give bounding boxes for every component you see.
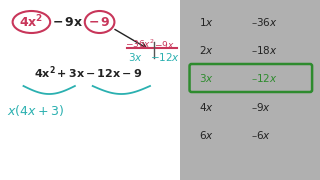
Text: $2x$: $2x$ (199, 44, 214, 56)
Text: $-36x^2$: $-36x^2$ (125, 38, 155, 50)
Text: $-9x$: $-9x$ (155, 39, 175, 50)
Polygon shape (157, 0, 320, 180)
Text: $\mathbf{4x^2}$: $\mathbf{4x^2}$ (19, 14, 44, 30)
Text: $– 36x$: $– 36x$ (251, 16, 277, 28)
Text: $3x$: $3x$ (128, 51, 143, 63)
Text: $– 18x$: $– 18x$ (251, 44, 277, 56)
Text: $\mathbf{-\,9x}$: $\mathbf{-\,9x}$ (52, 15, 84, 28)
Text: $1x$: $1x$ (199, 16, 214, 28)
Text: $– 12x$: $– 12x$ (251, 72, 277, 84)
FancyBboxPatch shape (4, 0, 180, 180)
Text: $– 9x$: $– 9x$ (251, 101, 271, 113)
Text: $3x$: $3x$ (199, 72, 214, 84)
Text: $6x$: $6x$ (199, 129, 214, 141)
Text: $\mathbf{4x^2+3x-12x-9}$: $\mathbf{4x^2+3x-12x-9}$ (34, 65, 142, 81)
Text: $-12x$: $-12x$ (150, 51, 180, 63)
Text: $x(4x+3)$: $x(4x+3)$ (7, 102, 64, 118)
Text: $4x$: $4x$ (199, 101, 214, 113)
Text: $– 6x$: $– 6x$ (251, 129, 271, 141)
Text: $\mathbf{-\,9}$: $\mathbf{-\,9}$ (88, 15, 111, 28)
